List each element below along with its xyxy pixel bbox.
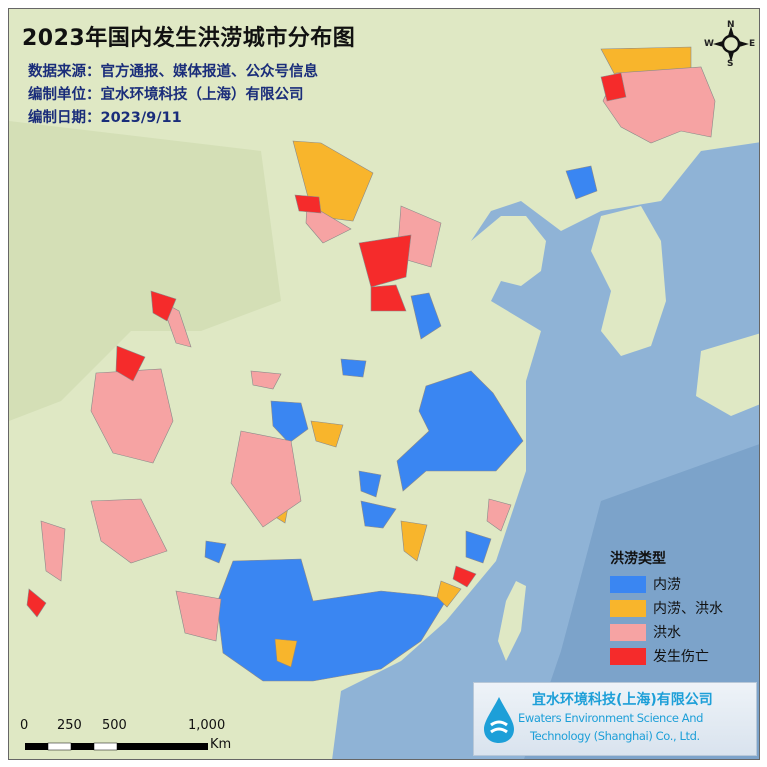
legend-label: 发生伤亡 [653, 649, 709, 665]
legend-swatch [610, 623, 646, 641]
legend-item-waterlogging-flood: 内涝、洪水 [610, 596, 723, 620]
region-waterlogging [410, 292, 442, 340]
legend-swatch [610, 575, 646, 593]
data-source: 数据来源：官方通报、媒体报道、公众号信息 [28, 64, 318, 80]
region-waterlogging [465, 530, 492, 564]
map-title: 2023年国内发生洪涝城市分布图 [22, 26, 356, 51]
region-flood [90, 498, 168, 564]
region-waterlogging [565, 165, 598, 200]
water-drop-logo-icon [484, 697, 514, 743]
legend-label: 内涝 [653, 577, 681, 593]
region-waterlogging [396, 370, 524, 492]
region-waterlogging [340, 358, 367, 378]
legend-title: 洪涝类型 [610, 551, 666, 567]
legend-label: 内涝、洪水 [653, 601, 723, 617]
region-waterlogging [216, 558, 448, 682]
region-flood [486, 498, 512, 532]
region-flood [305, 202, 352, 244]
logo-name-en-line1: Ewaters Environment Science And [518, 711, 704, 725]
legend-swatch [610, 647, 646, 665]
logo-name-en-line2: Technology (Shanghai) Co., Ltd. [530, 729, 700, 743]
scale-label-0: 0 [20, 718, 29, 733]
legend-swatch [610, 599, 646, 617]
taiwan [498, 581, 526, 661]
company-logo-panel: 宜水环境科技(上海)有限公司 Ewaters Environment Scien… [473, 682, 757, 756]
hainan [253, 693, 299, 739]
legend-label: 洪水 [653, 625, 681, 641]
producer: 编制单位：宜水环境科技（上海）有限公司 [28, 87, 304, 103]
legend-item-casualties: 发生伤亡 [610, 644, 723, 668]
region-flood [40, 520, 66, 582]
scale-bar [25, 742, 208, 751]
flood-regions [26, 46, 716, 682]
region-casualties [370, 284, 407, 312]
region-casualties [600, 72, 627, 102]
scale-label-500: 500 [102, 718, 127, 733]
region-waterlogging [360, 500, 397, 529]
region-waterlogging-flood [274, 638, 298, 668]
compass-north: N [727, 20, 735, 30]
region-waterlogging-flood [436, 580, 462, 608]
region-waterlogging-flood [310, 420, 344, 448]
region-casualties [26, 588, 47, 618]
region-casualties [150, 290, 177, 322]
map-frame: .r-blue{fill:#3a86f2}.r-orange{fill:#f8b… [8, 8, 760, 760]
legend: 洪涝类型 内涝 内涝、洪水 洪水 发生伤亡 [610, 548, 723, 668]
region-flood [175, 590, 222, 642]
region-waterlogging [204, 540, 227, 564]
scale-label-1000: 1,000 [188, 718, 226, 733]
korea-peninsula [591, 206, 666, 356]
scale-unit: Km [210, 737, 232, 752]
logo-name-cn: 宜水环境科技(上海)有限公司 [532, 692, 713, 708]
region-casualties [115, 345, 146, 382]
plateau-shading [9, 121, 281, 421]
region-flood [230, 430, 302, 528]
legend-item-waterlogging: 内涝 [610, 572, 723, 596]
region-casualties [294, 194, 322, 214]
region-flood [250, 370, 282, 390]
region-waterlogging [270, 400, 309, 444]
region-casualties [358, 234, 412, 288]
region-waterlogging-flood [400, 520, 428, 562]
legend-item-flood: 洪水 [610, 620, 723, 644]
region-flood [90, 368, 174, 464]
region-flood [602, 66, 716, 144]
compass-east: E [749, 39, 756, 49]
japan [696, 333, 759, 416]
compass-south: S [727, 59, 734, 69]
region-casualties [452, 565, 477, 588]
compass-icon [713, 26, 749, 62]
region-waterlogging [358, 470, 382, 498]
scale-label-250: 250 [57, 718, 82, 733]
compass-west: W [704, 39, 714, 49]
compile-date: 编制日期：2023/9/11 [28, 110, 182, 126]
